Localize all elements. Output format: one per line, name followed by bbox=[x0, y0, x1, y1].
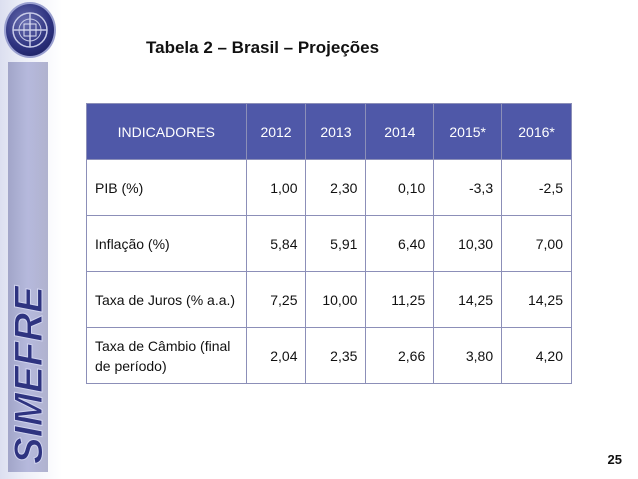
row-label: PIB (%) bbox=[86, 159, 247, 216]
table-cell: 2,66 bbox=[365, 327, 435, 384]
table-cell: -3,3 bbox=[433, 159, 503, 216]
brand-wordmark: SIMEFRE bbox=[4, 268, 54, 468]
row-label: Taxa de Câmbio (final de período) bbox=[86, 327, 247, 384]
table-cell: 0,10 bbox=[365, 159, 435, 216]
row-label: Taxa de Juros (% a.a.) bbox=[86, 271, 247, 328]
table-cell: 3,80 bbox=[433, 327, 503, 384]
table-row: PIB (%) 1,00 2,30 0,10 -3,3 -2,5 bbox=[86, 159, 572, 216]
table-cell: 6,40 bbox=[365, 215, 435, 272]
table-cell: 4,20 bbox=[501, 327, 572, 384]
table-header-row: INDICADORES 2012 2013 2014 2015* 2016* bbox=[86, 103, 572, 160]
table-cell: 1,00 bbox=[245, 159, 307, 216]
page-title: Tabela 2 – Brasil – Projeções bbox=[146, 38, 380, 57]
sidebar: SIMEFRE bbox=[0, 0, 62, 479]
brand-strip bbox=[8, 62, 48, 472]
table-cell: 2,35 bbox=[305, 327, 367, 384]
brand-text: SIMEFRE bbox=[7, 285, 51, 464]
row-label: Inflação (%) bbox=[86, 215, 247, 272]
column-header: 2013 bbox=[305, 103, 367, 160]
column-header: 2016* bbox=[501, 103, 572, 160]
projections-table: INDICADORES 2012 2013 2014 2015* 2016* P… bbox=[86, 103, 572, 384]
table-cell: 5,91 bbox=[305, 215, 367, 272]
table-cell: 10,30 bbox=[433, 215, 503, 272]
table-cell: 2,30 bbox=[305, 159, 367, 216]
column-header: 2012 bbox=[245, 103, 307, 160]
table-row: Inflação (%) 5,84 5,91 6,40 10,30 7,00 bbox=[86, 215, 572, 272]
table-cell: 14,25 bbox=[501, 271, 572, 328]
table-cell: 5,84 bbox=[245, 215, 307, 272]
table-cell: 2,04 bbox=[245, 327, 307, 384]
table-cell: 7,00 bbox=[501, 215, 572, 272]
table-cell: -2,5 bbox=[501, 159, 572, 216]
table-row: Taxa de Juros (% a.a.) 7,25 10,00 11,25 … bbox=[86, 271, 572, 328]
table-row: Taxa de Câmbio (final de período) 2,04 2… bbox=[86, 327, 572, 384]
column-header: INDICADORES bbox=[86, 103, 247, 160]
table-cell: 7,25 bbox=[245, 271, 307, 328]
simefre-emblem-icon bbox=[4, 2, 56, 58]
table-cell: 14,25 bbox=[433, 271, 503, 328]
table-cell: 10,00 bbox=[305, 271, 367, 328]
page-number: 25 bbox=[607, 452, 622, 467]
column-header: 2014 bbox=[365, 103, 435, 160]
table-cell: 11,25 bbox=[365, 271, 435, 328]
column-header: 2015* bbox=[433, 103, 503, 160]
